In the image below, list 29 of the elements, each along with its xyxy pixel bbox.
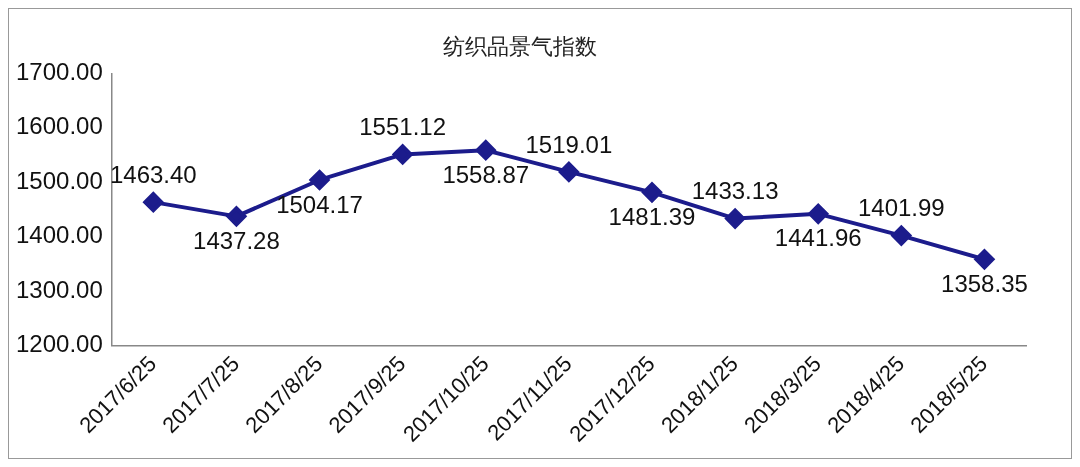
data-label: 1481.39 — [608, 202, 696, 230]
y-tick-label: 1300.00 — [15, 275, 103, 303]
point — [891, 225, 912, 246]
data-label: 1551.12 — [359, 113, 447, 141]
y-tick-label: 1200.00 — [15, 330, 103, 358]
point — [475, 140, 496, 161]
data-label: 1358.35 — [941, 269, 1028, 297]
y-tick-label: 1500.00 — [15, 166, 103, 194]
point — [808, 203, 829, 224]
point — [226, 206, 247, 227]
data-label: 1433.13 — [691, 177, 779, 205]
chart-title: 纺织品景气指数 — [442, 34, 597, 60]
y-tick-label: 1600.00 — [15, 112, 103, 140]
data-label: 1441.96 — [774, 224, 862, 252]
data-label: 1558.87 — [442, 160, 530, 188]
data-label: 1504.17 — [276, 190, 363, 218]
point — [974, 249, 995, 270]
point — [309, 169, 330, 190]
point — [725, 208, 746, 229]
y-tick-label: 1400.00 — [15, 221, 103, 249]
point — [641, 182, 662, 203]
data-label: 1437.28 — [193, 226, 280, 254]
point — [558, 161, 579, 182]
point — [392, 144, 413, 165]
point — [143, 192, 164, 213]
y-tick-label: 1700.00 — [15, 58, 103, 86]
data-label: 1401.99 — [857, 194, 945, 222]
data-label: 1463.40 — [109, 160, 197, 188]
data-label: 1519.01 — [525, 130, 613, 158]
